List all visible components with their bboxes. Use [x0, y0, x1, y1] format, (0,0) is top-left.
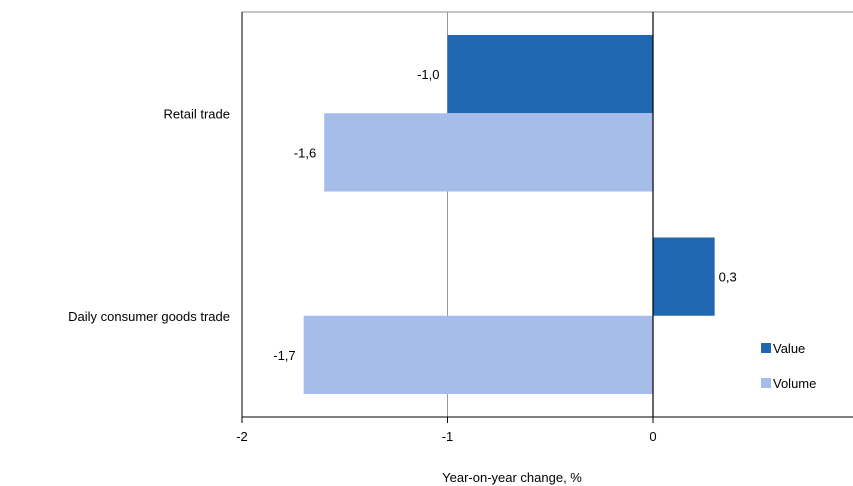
bars — [303, 35, 715, 394]
category-label: Retail trade — [164, 106, 230, 121]
data-label: 0,3 — [719, 270, 737, 285]
bar-value — [653, 237, 715, 316]
data-label: -1,0 — [417, 67, 439, 82]
axes — [241, 11, 853, 423]
legend-label: Volume — [773, 376, 816, 391]
bar-volume — [303, 315, 653, 394]
bar-value — [447, 35, 653, 114]
data-label: -1,7 — [273, 348, 295, 363]
x-tick-label: -1 — [442, 429, 454, 444]
legend-swatch-value — [761, 343, 771, 353]
legend: Value Volume — [761, 341, 816, 391]
x-axis-title: Year-on-year change, % — [442, 470, 582, 485]
legend-label: Value — [773, 341, 805, 356]
data-label: -1,6 — [294, 145, 316, 160]
bar-volume — [324, 113, 653, 192]
x-tick-labels: -2-101 — [236, 429, 656, 444]
x-tick-label: 0 — [649, 429, 656, 444]
legend-swatch-volume — [761, 378, 771, 388]
category-label: Daily consumer goods trade — [68, 309, 230, 324]
data-labels: -1,0 -1,6 0,3 -1,7 — [273, 67, 736, 363]
category-labels: Retail trade Daily consumer goods trade — [68, 106, 230, 324]
x-tick-label: -2 — [236, 429, 248, 444]
